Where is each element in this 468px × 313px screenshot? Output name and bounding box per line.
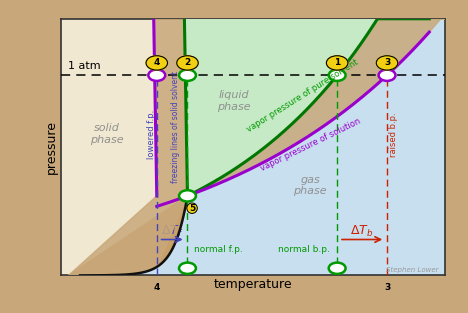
Text: lowered f.p.: lowered f.p. xyxy=(146,110,155,159)
Text: vapor pressure of pure solvent: vapor pressure of pure solvent xyxy=(245,58,360,134)
Text: 1 atm: 1 atm xyxy=(68,61,100,71)
X-axis label: temperature: temperature xyxy=(213,278,292,291)
Text: 5: 5 xyxy=(189,204,195,213)
Circle shape xyxy=(376,280,398,295)
Text: 1: 1 xyxy=(334,59,340,67)
Text: 4: 4 xyxy=(154,283,160,292)
Circle shape xyxy=(329,69,345,81)
Polygon shape xyxy=(184,19,445,196)
Text: raised b.p.: raised b.p. xyxy=(389,112,398,156)
Circle shape xyxy=(146,280,168,295)
Circle shape xyxy=(177,56,198,70)
Text: solid
phase: solid phase xyxy=(90,123,124,145)
Polygon shape xyxy=(68,19,188,275)
Text: Stephen Lower: Stephen Lower xyxy=(387,267,439,273)
Text: $\Delta T_f$: $\Delta T_f$ xyxy=(161,224,183,239)
Text: vapor pressure of solution: vapor pressure of solution xyxy=(259,116,362,173)
Text: 3: 3 xyxy=(384,283,390,292)
Circle shape xyxy=(179,69,196,81)
Polygon shape xyxy=(68,19,188,275)
Circle shape xyxy=(179,190,196,202)
Text: 2: 2 xyxy=(184,59,190,67)
Text: freezing lines of solid solvent: freezing lines of solid solvent xyxy=(171,70,181,183)
Circle shape xyxy=(376,56,398,70)
Text: normal b.p.: normal b.p. xyxy=(278,245,330,254)
Circle shape xyxy=(379,69,395,81)
Text: gas
phase: gas phase xyxy=(293,175,327,197)
Polygon shape xyxy=(188,19,445,196)
Text: liquid
phase: liquid phase xyxy=(217,90,250,112)
Circle shape xyxy=(148,69,165,81)
Circle shape xyxy=(326,56,348,70)
Text: $\Delta T_b$: $\Delta T_b$ xyxy=(351,224,374,239)
Text: 4: 4 xyxy=(154,59,160,67)
Y-axis label: pressure: pressure xyxy=(45,120,58,174)
Text: 3: 3 xyxy=(384,59,390,67)
Circle shape xyxy=(146,56,168,70)
Text: normal f.p.: normal f.p. xyxy=(194,245,243,254)
Polygon shape xyxy=(68,19,445,275)
Circle shape xyxy=(329,263,345,274)
Circle shape xyxy=(179,263,196,274)
